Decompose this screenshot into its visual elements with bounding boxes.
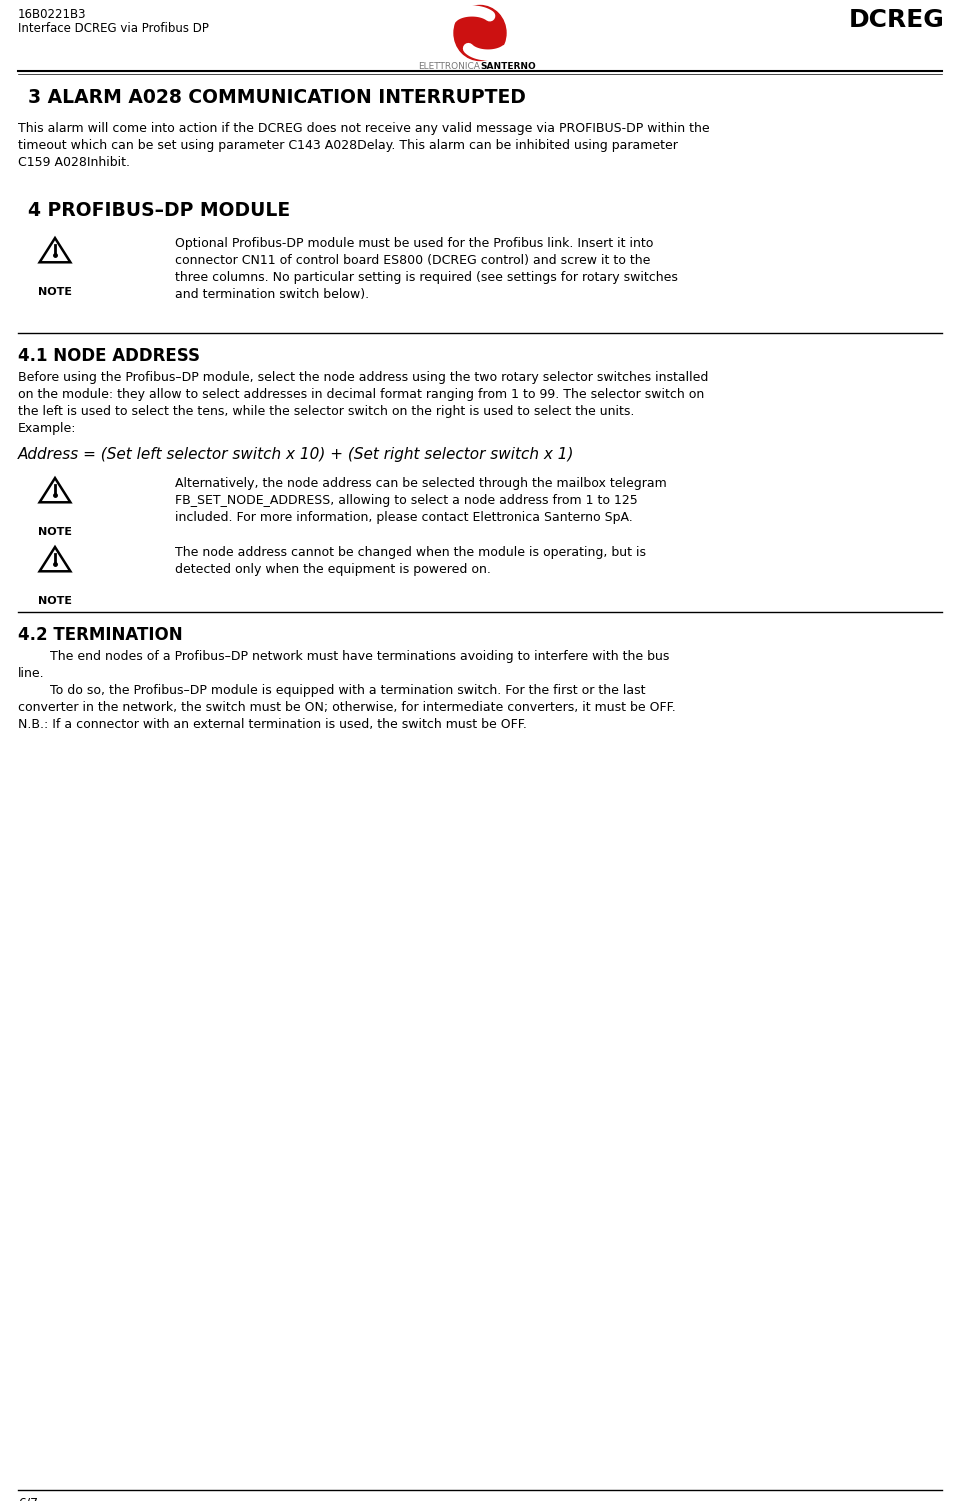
Text: included. For more information, please contact Elettronica Santerno SpA.: included. For more information, please c… <box>175 510 633 524</box>
Text: Optional Profibus-DP module must be used for the Profibus link. Insert it into: Optional Profibus-DP module must be used… <box>175 237 654 251</box>
Text: FB_SET_NODE_ADDRESS, allowing to select a node address from 1 to 125: FB_SET_NODE_ADDRESS, allowing to select … <box>175 494 637 507</box>
Text: SANTERNO: SANTERNO <box>480 62 536 71</box>
Text: 3 ALARM A028 COMMUNICATION INTERRUPTED: 3 ALARM A028 COMMUNICATION INTERRUPTED <box>28 89 526 107</box>
Text: Address = (Set left selector switch x 10) + (Set right selector switch x 1): Address = (Set left selector switch x 10… <box>18 447 574 462</box>
Text: timeout which can be set using parameter C143 A028Delay. This alarm can be inhib: timeout which can be set using parameter… <box>18 140 678 152</box>
Text: connector CN11 of control board ES800 (DCREG control) and screw it to the: connector CN11 of control board ES800 (D… <box>175 254 650 267</box>
Text: NOTE: NOTE <box>38 596 72 606</box>
Text: DCREG: DCREG <box>850 8 945 32</box>
Text: 16B0221B3: 16B0221B3 <box>18 8 86 21</box>
Text: NOTE: NOTE <box>38 287 72 297</box>
Text: on the module: they allow to select addresses in decimal format ranging from 1 t: on the module: they allow to select addr… <box>18 387 705 401</box>
Text: and termination switch below).: and termination switch below). <box>175 288 370 302</box>
Text: The node address cannot be changed when the module is operating, but is: The node address cannot be changed when … <box>175 546 646 558</box>
Text: C159 A028Inhibit.: C159 A028Inhibit. <box>18 156 130 170</box>
Text: Alternatively, the node address can be selected through the mailbox telegram: Alternatively, the node address can be s… <box>175 477 667 489</box>
Text: Example:: Example: <box>18 422 77 435</box>
Text: 4.2 TERMINATION: 4.2 TERMINATION <box>18 626 182 644</box>
Text: line.: line. <box>18 666 44 680</box>
Text: converter in the network, the switch must be ON; otherwise, for intermediate con: converter in the network, the switch mus… <box>18 701 676 714</box>
Text: 6/7: 6/7 <box>18 1496 38 1501</box>
Text: The end nodes of a Profibus–DP network must have terminations avoiding to interf: The end nodes of a Profibus–DP network m… <box>18 650 669 663</box>
Text: NOTE: NOTE <box>38 527 72 537</box>
Text: ELETTRONICA: ELETTRONICA <box>419 62 480 71</box>
Text: three columns. No particular setting is required (see settings for rotary switch: three columns. No particular setting is … <box>175 272 678 284</box>
Ellipse shape <box>454 6 506 60</box>
Text: Interface DCREG via Profibus DP: Interface DCREG via Profibus DP <box>18 23 209 35</box>
Text: This alarm will come into action if the DCREG does not receive any valid message: This alarm will come into action if the … <box>18 122 709 135</box>
Text: 4.1 NODE ADDRESS: 4.1 NODE ADDRESS <box>18 347 200 365</box>
Text: To do so, the Profibus–DP module is equipped with a termination switch. For the : To do so, the Profibus–DP module is equi… <box>18 684 645 696</box>
Text: Before using the Profibus–DP module, select the node address using the two rotar: Before using the Profibus–DP module, sel… <box>18 371 708 384</box>
Text: detected only when the equipment is powered on.: detected only when the equipment is powe… <box>175 563 491 576</box>
Text: 4 PROFIBUS–DP MODULE: 4 PROFIBUS–DP MODULE <box>28 201 290 221</box>
Text: N.B.: If a connector with an external termination is used, the switch must be OF: N.B.: If a connector with an external te… <box>18 717 527 731</box>
Text: the left is used to select the tens, while the selector switch on the right is u: the left is used to select the tens, whi… <box>18 405 635 417</box>
